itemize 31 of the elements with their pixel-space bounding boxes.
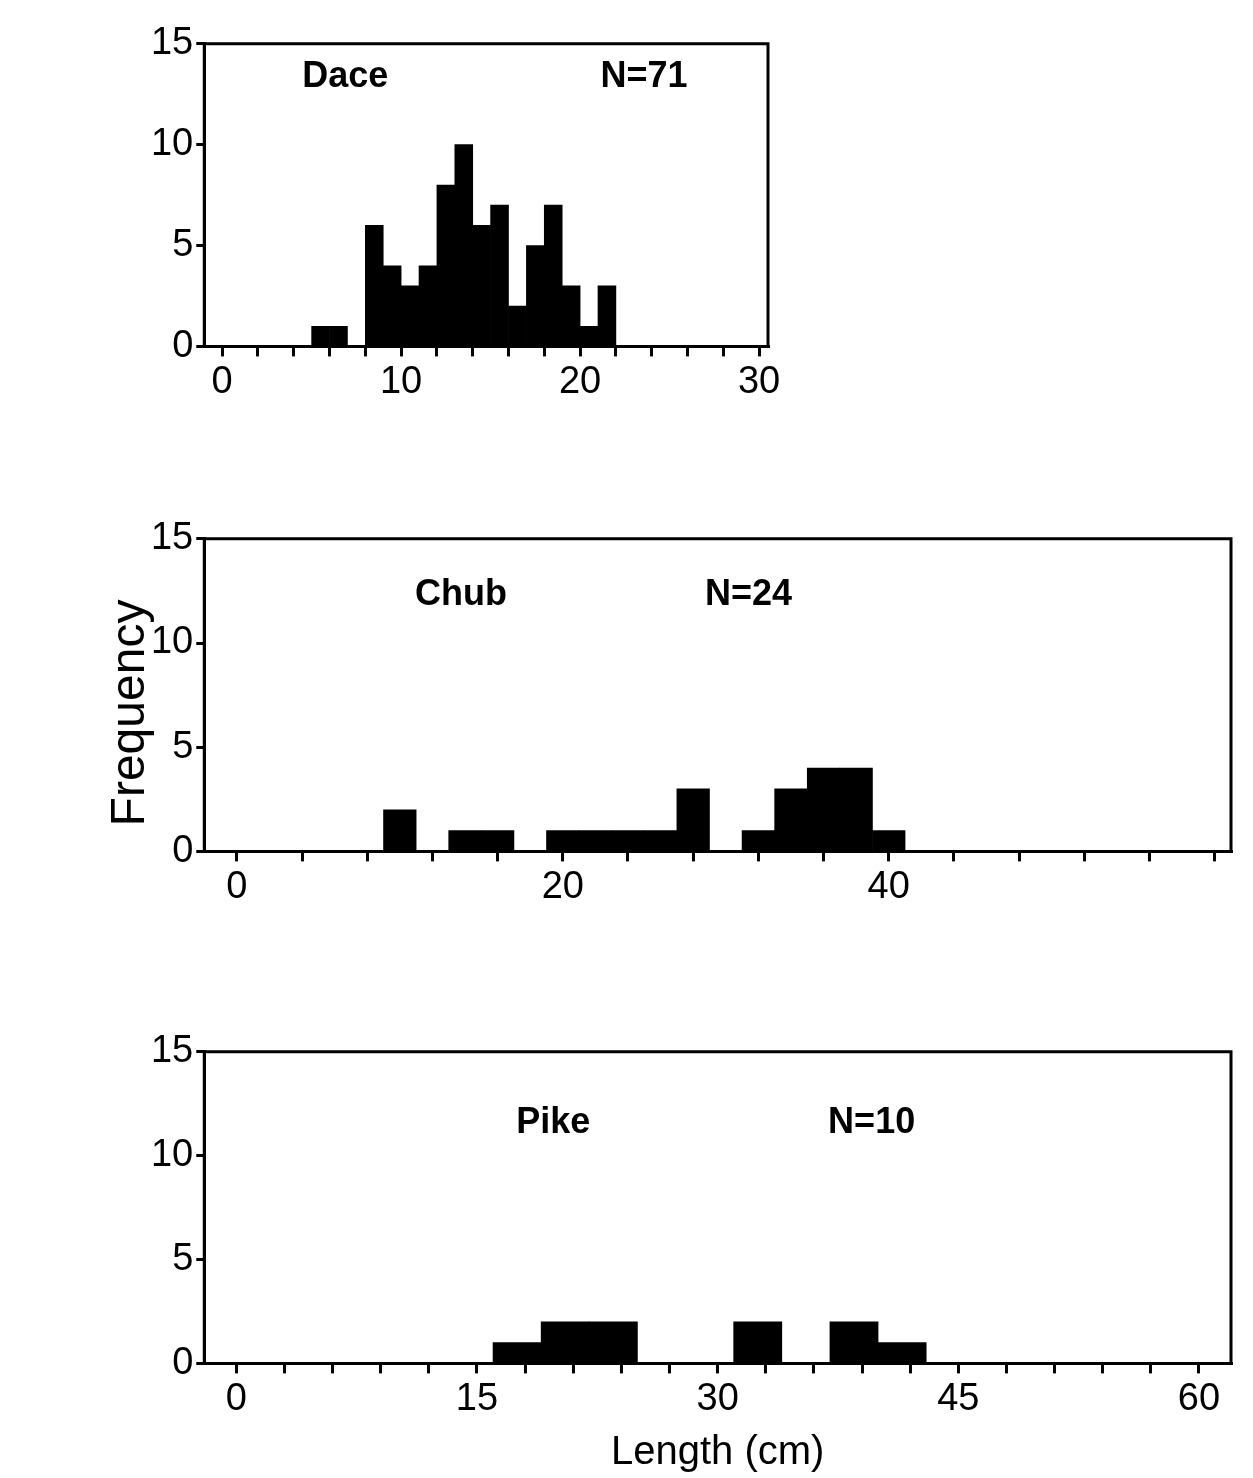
x-axis-title: Length (cm) bbox=[610, 1428, 825, 1473]
annotation: Pike bbox=[516, 1100, 591, 1142]
y-tick-label: 15 bbox=[150, 515, 194, 558]
annotation: N=10 bbox=[828, 1100, 916, 1142]
y-tick-label: 0 bbox=[172, 827, 194, 870]
y-tick-label: 0 bbox=[172, 322, 194, 365]
x-tick-label: 10 bbox=[379, 358, 423, 401]
y-tick-label: 15 bbox=[150, 1028, 194, 1071]
y-axis-title: Frequency bbox=[100, 598, 154, 829]
y-tick-label: 5 bbox=[172, 723, 194, 766]
annotation: Chub bbox=[414, 571, 507, 613]
annotation: N=71 bbox=[600, 54, 688, 96]
x-tick-label: 30 bbox=[737, 358, 781, 401]
y-tick-label: 10 bbox=[150, 121, 194, 164]
y-tick-label: 10 bbox=[150, 1132, 194, 1175]
x-tick-label: 40 bbox=[867, 863, 910, 906]
x-tick-label: 0 bbox=[226, 863, 248, 906]
y-tick-label: 5 bbox=[172, 222, 194, 265]
y-tick-label: 0 bbox=[172, 1339, 194, 1382]
x-tick-label: 30 bbox=[696, 1375, 739, 1418]
annotation: Dace bbox=[302, 54, 389, 96]
x-tick-label: 20 bbox=[558, 358, 602, 401]
x-tick-label: 0 bbox=[225, 1375, 247, 1418]
x-tick-label: 45 bbox=[937, 1375, 980, 1418]
x-tick-label: 15 bbox=[455, 1375, 499, 1418]
y-tick-label: 15 bbox=[150, 20, 194, 63]
annotation: N=24 bbox=[704, 571, 792, 613]
x-tick-label: 60 bbox=[1177, 1375, 1221, 1418]
x-tick-label: 0 bbox=[211, 358, 233, 401]
y-tick-label: 5 bbox=[172, 1236, 194, 1279]
x-tick-label: 20 bbox=[541, 863, 584, 906]
